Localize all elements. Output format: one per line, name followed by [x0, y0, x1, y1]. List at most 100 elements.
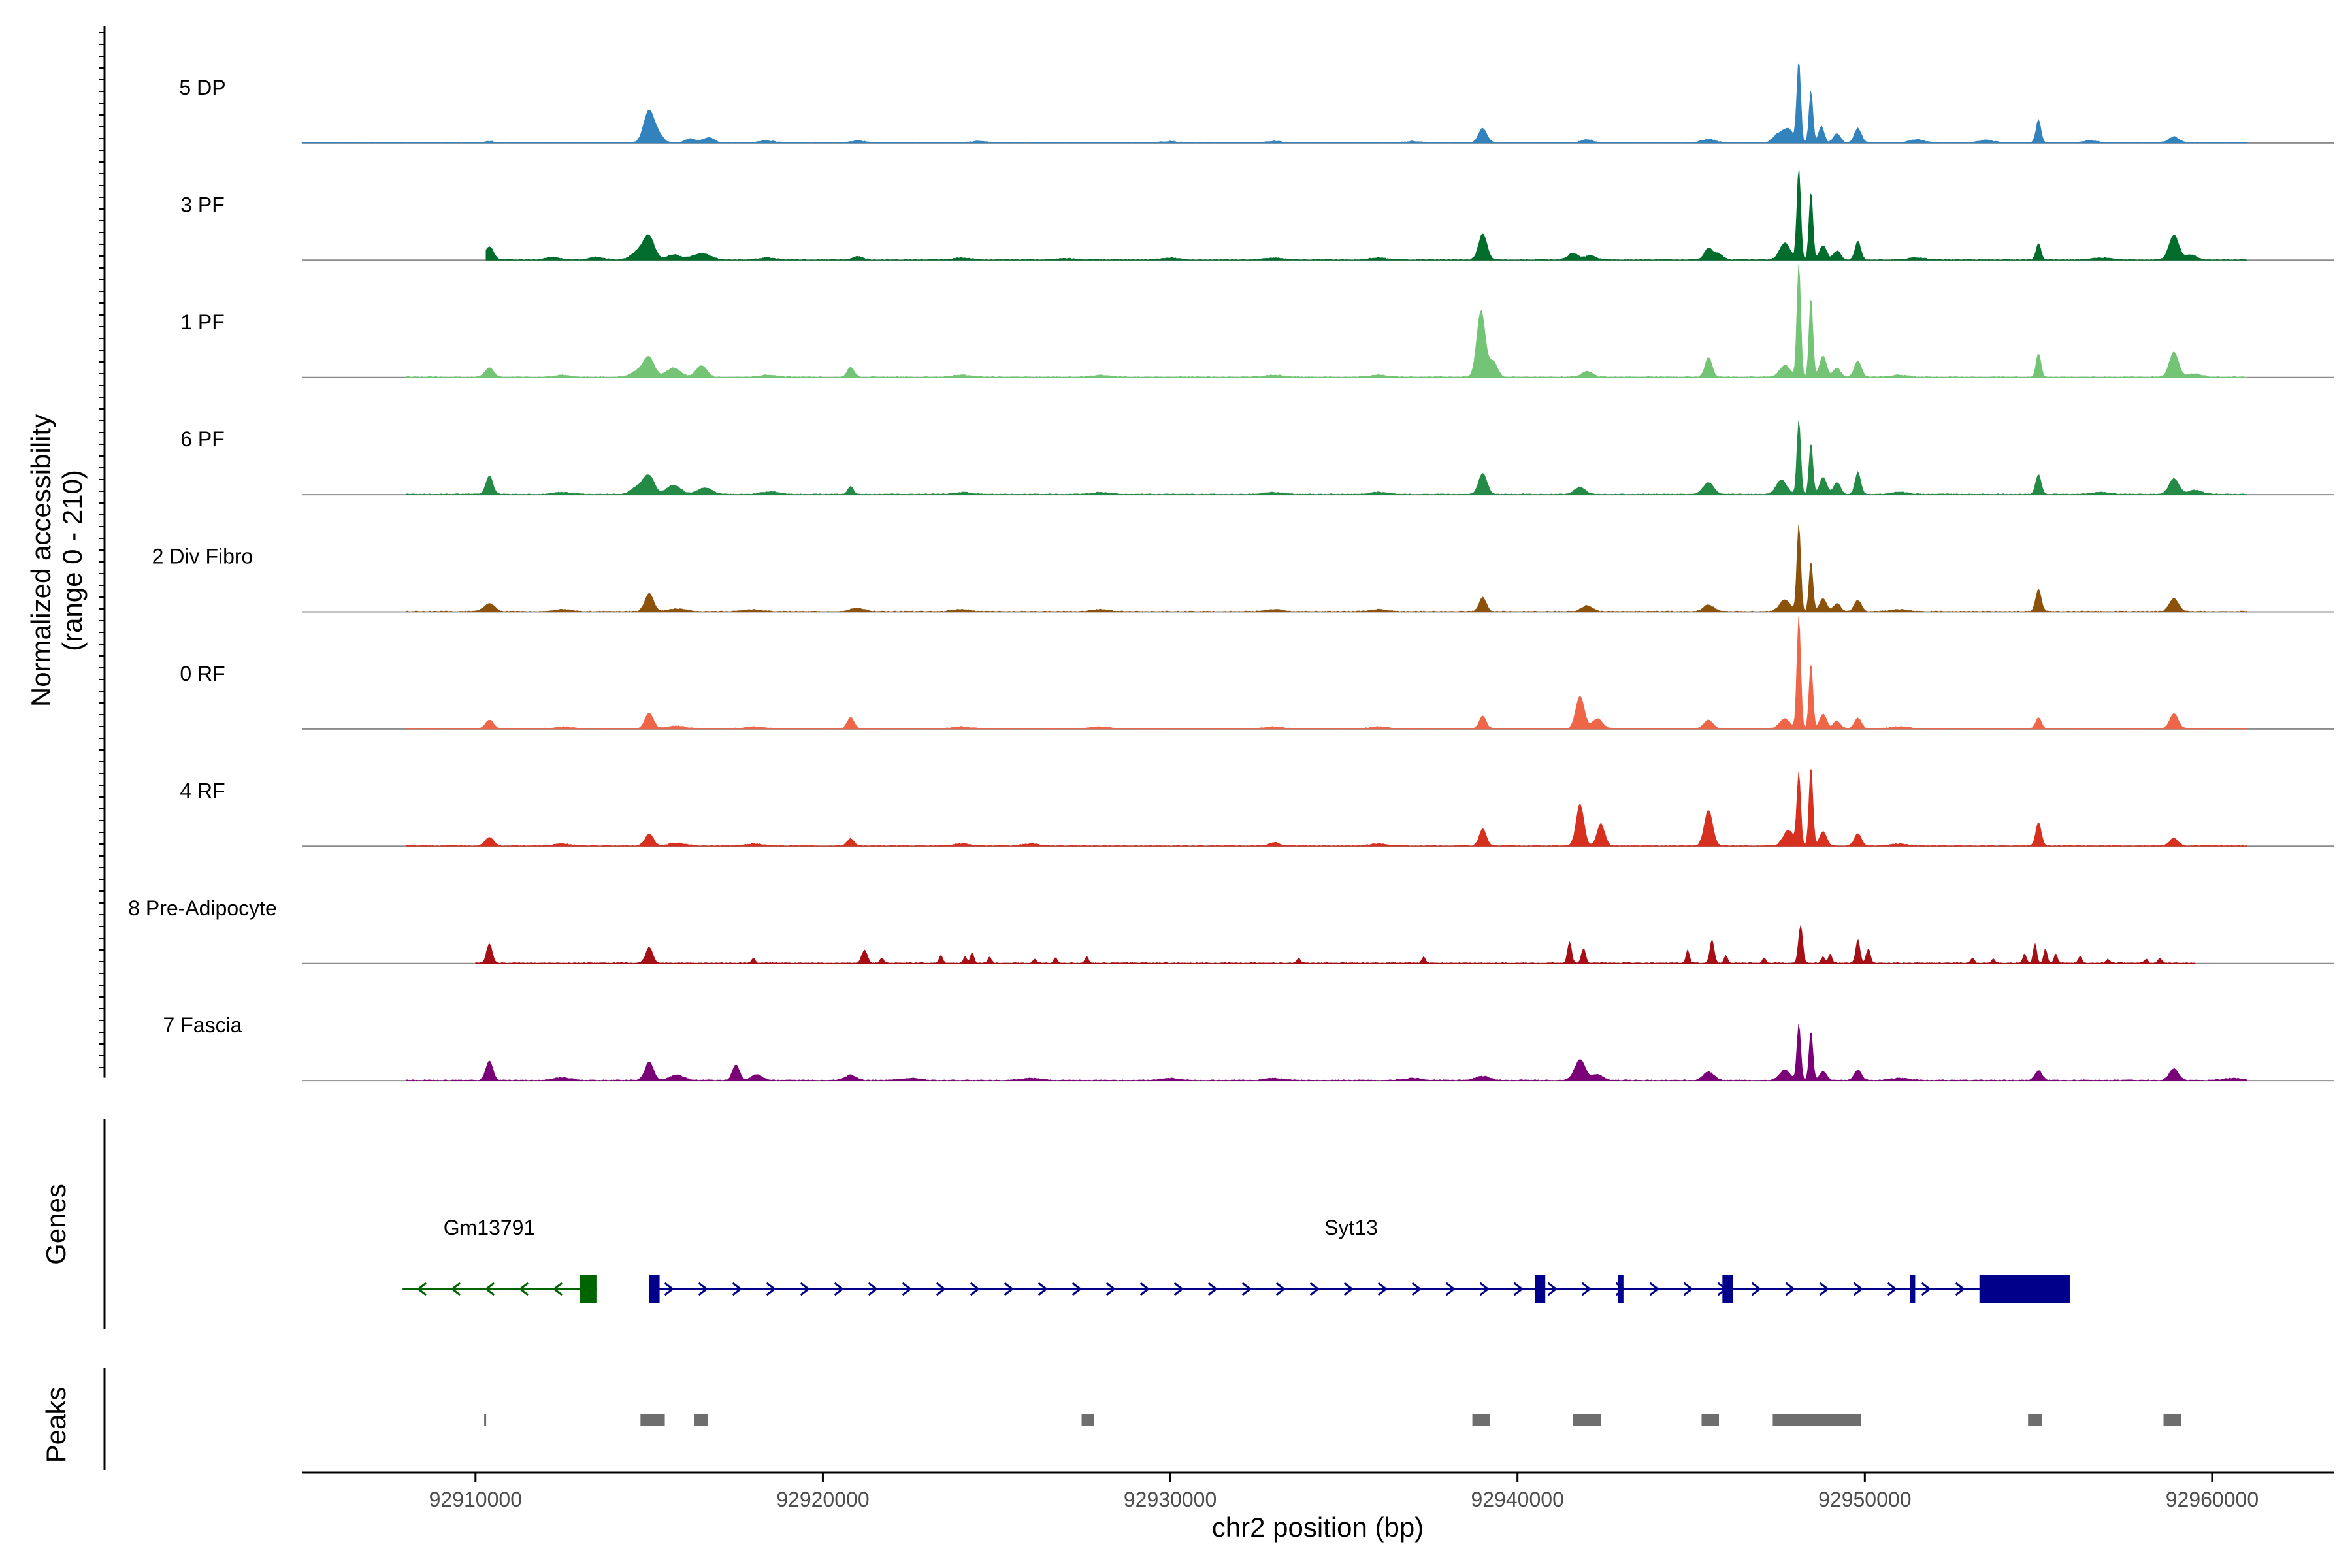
coverage-area: [301, 63, 2247, 144]
strand-arrow: [766, 1282, 777, 1296]
strand-arrow: [1887, 1282, 1898, 1296]
strand-arrow: [518, 1282, 529, 1296]
strand-arrow: [1819, 1282, 1830, 1296]
track-label: 4 RF: [180, 779, 225, 802]
strand-arrow: [1207, 1282, 1218, 1296]
peak-region: [694, 1414, 708, 1426]
strand-arrow: [1139, 1282, 1151, 1296]
track-label: 1 PF: [180, 310, 225, 334]
strand-arrow: [1309, 1282, 1320, 1296]
strand-arrow: [1683, 1282, 1694, 1296]
strand-arrow: [484, 1282, 495, 1296]
strand-arrow: [1853, 1282, 1864, 1296]
exon: [1722, 1275, 1733, 1303]
exon: [649, 1275, 660, 1303]
track-label: 5 DP: [179, 76, 225, 99]
genes-panel-label: Genes: [41, 1184, 71, 1265]
coverage-area: [475, 925, 2195, 964]
gene-syt13: Syt13: [649, 1216, 2070, 1303]
peak-region: [1472, 1414, 1490, 1426]
track-6-pf: 6 PF: [180, 420, 2334, 496]
exon: [1535, 1275, 1546, 1303]
strand-arrow: [552, 1282, 563, 1296]
track-label: 6 PF: [180, 427, 225, 451]
track-label: 0 RF: [180, 662, 225, 685]
gene-name-label: Syt13: [1324, 1216, 1378, 1239]
strand-arrow: [1377, 1282, 1388, 1296]
coverage-area: [406, 617, 2247, 730]
gene-annotation-panel: Gm13791 Syt13: [103, 1119, 2070, 1329]
peak-region-panel: [103, 1368, 2181, 1470]
y-axis-title-line1: Normalized accessibility: [25, 414, 56, 707]
coverage-area: [406, 1024, 2247, 1081]
track-1-pf: 1 PF: [180, 264, 2334, 378]
x-tick-label: 92930000: [1124, 1488, 1217, 1511]
strand-arrow: [936, 1282, 947, 1296]
strand-arrow: [834, 1282, 845, 1296]
track-label: 7 Fascia: [163, 1013, 242, 1037]
x-axis-title: chr2 position (bp): [1212, 1512, 1424, 1543]
track-label: 8 Pre-Adipocyte: [128, 896, 277, 920]
x-tick-label: 92960000: [2166, 1488, 2259, 1511]
strand-arrow: [1241, 1282, 1252, 1296]
strand-arrow: [1649, 1282, 1660, 1296]
exon: [1979, 1275, 2070, 1303]
gene-name-label: Gm13791: [444, 1216, 536, 1239]
strand-arrow: [1921, 1282, 1932, 1296]
track-7-fascia: 7 Fascia: [163, 1013, 2334, 1082]
peak-region: [484, 1414, 487, 1426]
peaks-panel-label: Peaks: [41, 1387, 71, 1463]
track-0-rf: 0 RF: [180, 617, 2334, 730]
track-label: 2 Div Fibro: [152, 545, 253, 568]
coverage-area: [406, 420, 2247, 495]
strand-arrow: [416, 1282, 427, 1296]
coverage-area: [406, 264, 2247, 378]
track-3-pf: 3 PF: [180, 168, 2334, 261]
strand-arrow: [868, 1282, 879, 1296]
strand-arrow: [1173, 1282, 1184, 1296]
track-2-div-fibro: 2 Div Fibro: [152, 524, 2334, 613]
strand-arrow: [1004, 1282, 1015, 1296]
exon: [580, 1275, 597, 1303]
peak-region: [1573, 1414, 1601, 1426]
strand-arrow: [1513, 1282, 1524, 1296]
peak-region: [2163, 1414, 2181, 1426]
panel-labels: Normalized accessibility (range 0 - 210)…: [25, 414, 1424, 1543]
peak-region: [640, 1414, 665, 1426]
strand-arrow: [698, 1282, 709, 1296]
x-tick-label: 92940000: [1471, 1488, 1563, 1511]
peak-region: [2028, 1414, 2042, 1426]
strand-arrow: [1105, 1282, 1117, 1296]
strand-arrow: [970, 1282, 981, 1296]
track-8-pre-adipocyte: 8 Pre-Adipocyte: [128, 896, 2334, 964]
strand-arrow: [1751, 1282, 1762, 1296]
coverage-area: [406, 769, 2247, 847]
strand-arrow: [732, 1282, 743, 1296]
strand-arrow: [1479, 1282, 1490, 1296]
track-5-dp: 5 DP: [179, 63, 2334, 144]
peak-region: [1701, 1414, 1720, 1426]
track-label: 3 PF: [180, 193, 225, 216]
strand-arrow: [1445, 1282, 1456, 1296]
x-tick-label: 92910000: [429, 1488, 522, 1511]
strand-arrow: [1071, 1282, 1083, 1296]
strand-arrow: [902, 1282, 913, 1296]
x-tick-label: 92950000: [1818, 1488, 1911, 1511]
strand-arrow: [1581, 1282, 1592, 1296]
strand-arrow: [1955, 1282, 1966, 1296]
strand-arrow: [1343, 1282, 1354, 1296]
x-tick-label: 92920000: [776, 1488, 869, 1511]
peak-region: [1081, 1414, 1094, 1426]
gene-gm13791: Gm13791: [402, 1216, 597, 1303]
strand-arrow: [1785, 1282, 1796, 1296]
strand-arrow: [664, 1282, 675, 1296]
coverage-area: [406, 524, 2247, 612]
peak-region: [1772, 1414, 1861, 1426]
strand-arrow: [1037, 1282, 1049, 1296]
y-axis-title-line2: (range 0 - 210): [57, 470, 88, 651]
strand-arrow: [1547, 1282, 1558, 1296]
coverage-tracks: 5 DP 3 PF 1 PF 6 PF 2 Div Fibro 0 RF 4 RF 8 Pre…: [99, 26, 2334, 1082]
strand-arrow: [1411, 1282, 1422, 1296]
strand-arrow: [800, 1282, 811, 1296]
